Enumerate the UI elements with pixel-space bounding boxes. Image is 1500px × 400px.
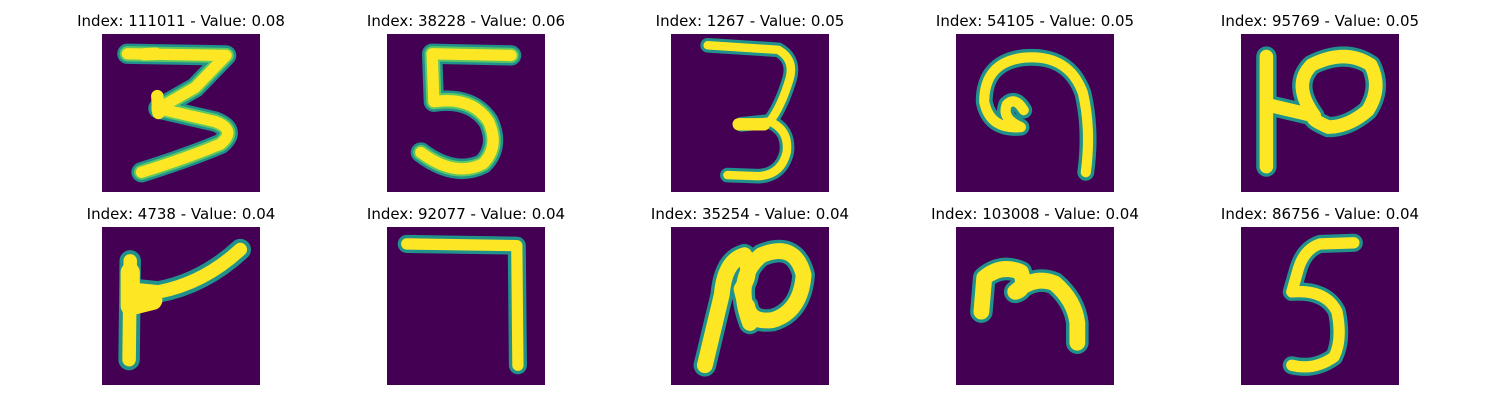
panel-title: Index: 35254 - Value: 0.04 xyxy=(650,205,850,223)
digit-image-5 xyxy=(1241,227,1399,385)
digit-image-5 xyxy=(387,34,545,192)
digit-image-3 xyxy=(102,34,260,192)
digit-image-9 xyxy=(956,34,1114,192)
panel-title: Index: 111011 - Value: 0.08 xyxy=(77,12,285,30)
panel-title: Index: 38228 - Value: 0.06 xyxy=(366,12,566,30)
panel-title: Index: 103008 - Value: 0.04 xyxy=(931,205,1139,223)
panel-title: Index: 4738 - Value: 0.04 xyxy=(86,205,276,223)
digit-image-2 xyxy=(1241,34,1399,192)
panel-title: Index: 54105 - Value: 0.05 xyxy=(935,12,1135,30)
panel-title: Index: 1267 - Value: 0.05 xyxy=(655,12,845,30)
digit-image-3 xyxy=(956,227,1114,385)
panel-title: Index: 86756 - Value: 0.04 xyxy=(1220,205,1420,223)
digit-image-7 xyxy=(102,227,260,385)
panel-title: Index: 92077 - Value: 0.04 xyxy=(366,205,566,223)
digit-image-7 xyxy=(387,227,545,385)
digit-image-3 xyxy=(671,34,829,192)
panel-title: Index: 95769 - Value: 0.05 xyxy=(1220,12,1420,30)
digit-image-2 xyxy=(671,227,829,385)
